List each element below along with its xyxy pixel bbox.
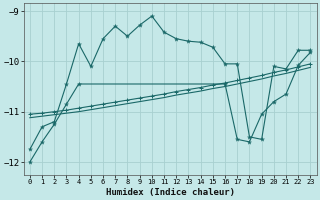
- X-axis label: Humidex (Indice chaleur): Humidex (Indice chaleur): [106, 188, 235, 197]
